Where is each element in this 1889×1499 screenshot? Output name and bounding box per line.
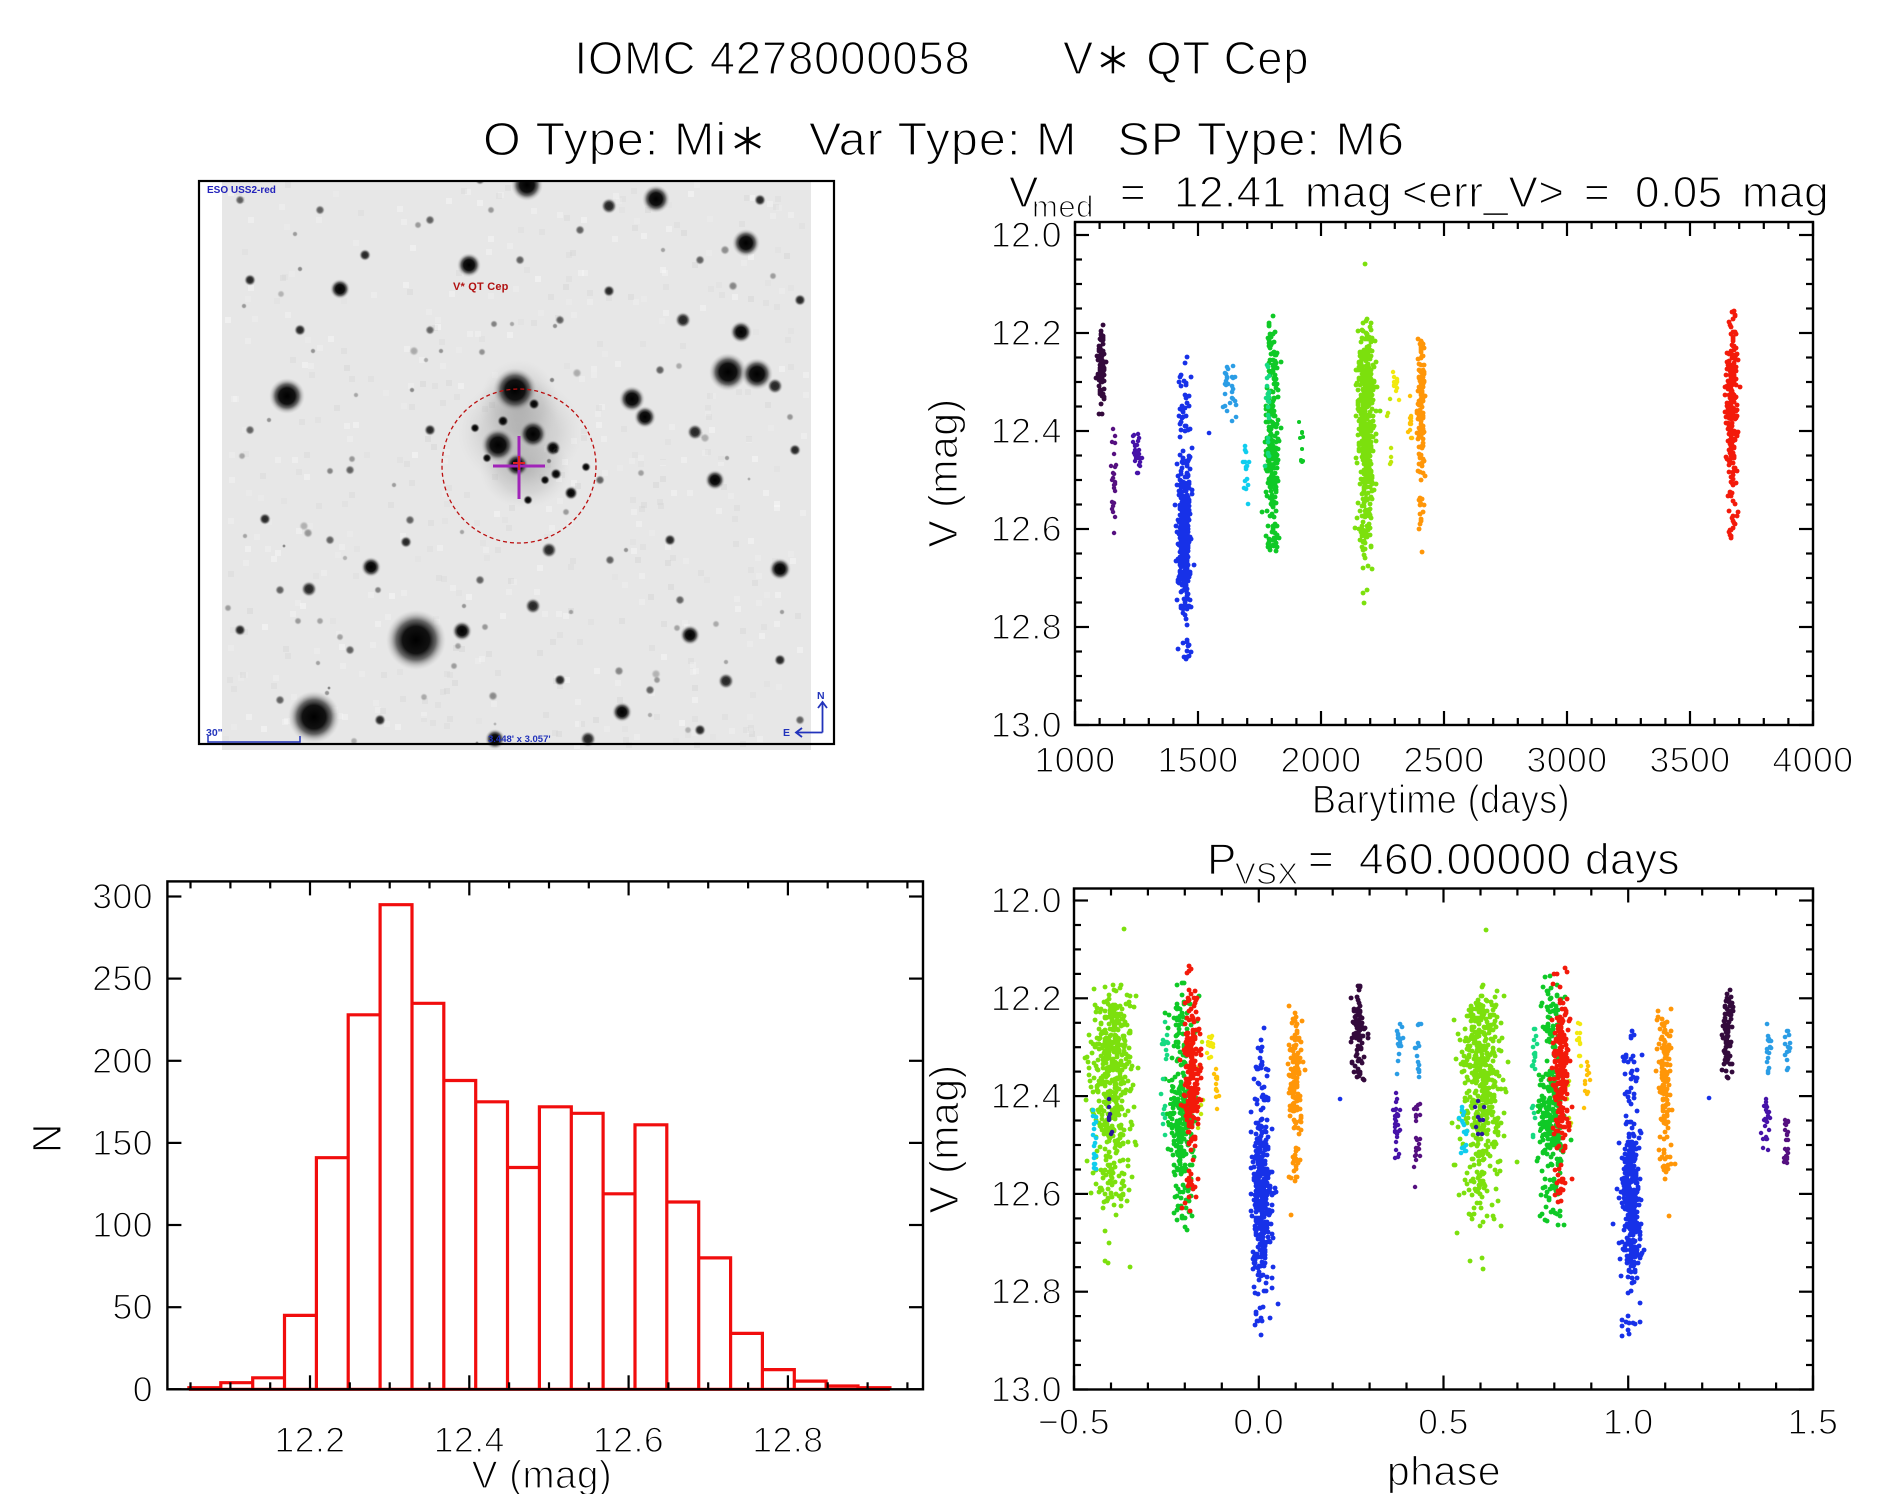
- svg-text:V (mag): V (mag): [920, 398, 966, 547]
- svg-text:1.5: 1.5: [1788, 1402, 1839, 1442]
- svg-text:N: N: [24, 1123, 70, 1153]
- svg-text:100: 100: [92, 1205, 153, 1245]
- svg-text:12.0: 12.0: [991, 215, 1062, 255]
- svg-text:2000: 2000: [1281, 740, 1362, 780]
- svg-text:12.41: 12.41: [1174, 168, 1287, 217]
- svg-text:12.2: 12.2: [991, 978, 1062, 1018]
- svg-text:N: N: [817, 690, 825, 702]
- svg-text:1.0: 1.0: [1603, 1402, 1654, 1442]
- svg-text:V: V: [1009, 168, 1039, 217]
- svg-text:12.4: 12.4: [991, 1076, 1062, 1116]
- svg-text:0.0: 0.0: [1233, 1402, 1284, 1442]
- svg-text:13.0: 13.0: [991, 1370, 1062, 1410]
- svg-text:12.8: 12.8: [752, 1420, 823, 1460]
- svg-text:12.6: 12.6: [991, 1174, 1062, 1214]
- svg-text:3000: 3000: [1527, 740, 1608, 780]
- svg-text:12.4: 12.4: [991, 411, 1062, 451]
- svg-text:50: 50: [113, 1287, 154, 1327]
- svg-text:12.2: 12.2: [274, 1420, 345, 1460]
- svg-text:12.2: 12.2: [991, 313, 1062, 353]
- svg-text:V (mag): V (mag): [472, 1454, 612, 1494]
- svg-text:days: days: [1585, 835, 1680, 884]
- svg-text:VSX: VSX: [1235, 856, 1299, 891]
- svg-text:13.0: 13.0: [991, 705, 1062, 745]
- svg-text:V* QT Cep: V* QT Cep: [453, 281, 509, 293]
- svg-text:mag: mag: [1742, 168, 1829, 217]
- svg-text:12.4: 12.4: [434, 1420, 505, 1460]
- svg-text:Barytime (days): Barytime (days): [1312, 778, 1570, 822]
- svg-text:200: 200: [92, 1041, 153, 1081]
- svg-text:12.6: 12.6: [593, 1420, 664, 1460]
- svg-text:0: 0: [133, 1369, 153, 1409]
- svg-text:=: =: [1120, 168, 1146, 217]
- svg-text:ESO USS2-red: ESO USS2-red: [207, 185, 276, 196]
- svg-text:150: 150: [92, 1123, 153, 1163]
- svg-text:=: =: [1308, 835, 1334, 884]
- svg-text:3500: 3500: [1650, 740, 1731, 780]
- svg-text:mag: mag: [1305, 168, 1392, 217]
- svg-text:1500: 1500: [1158, 740, 1239, 780]
- svg-text:IOMC 4278000058 V∗ QT Cep: IOMC 4278000058 V∗ QT Cep: [575, 32, 1310, 84]
- svg-text:2500: 2500: [1404, 740, 1485, 780]
- svg-text:12.8: 12.8: [991, 1272, 1062, 1312]
- svg-text:4000: 4000: [1773, 740, 1854, 780]
- svg-text:300: 300: [92, 877, 153, 917]
- svg-text:phase: phase: [1387, 1448, 1501, 1494]
- svg-text:12.0: 12.0: [991, 881, 1062, 921]
- svg-text:−0.5: −0.5: [1038, 1402, 1110, 1442]
- svg-text:<err_V>: <err_V>: [1402, 168, 1564, 217]
- svg-text:1000: 1000: [1035, 740, 1116, 780]
- svg-text:460.00000: 460.00000: [1359, 835, 1572, 884]
- svg-text:V (mag): V (mag): [921, 1064, 967, 1213]
- svg-text:3.448' x 3.057': 3.448' x 3.057': [488, 734, 551, 745]
- svg-text:12.8: 12.8: [991, 607, 1062, 647]
- svg-text:E: E: [783, 727, 790, 739]
- svg-text:=: =: [1584, 168, 1610, 217]
- svg-text:P: P: [1207, 835, 1237, 884]
- svg-text:0.5: 0.5: [1418, 1402, 1469, 1442]
- svg-text:250: 250: [92, 959, 153, 999]
- svg-text:30": 30": [206, 727, 223, 739]
- svg-text:0.05: 0.05: [1635, 168, 1723, 217]
- svg-text:O Type: Mi∗ Var Type: M SP T: O Type: Mi∗ Var Type: M SP Type: M6: [483, 113, 1405, 165]
- svg-text:med: med: [1032, 189, 1094, 224]
- svg-text:12.6: 12.6: [991, 509, 1062, 549]
